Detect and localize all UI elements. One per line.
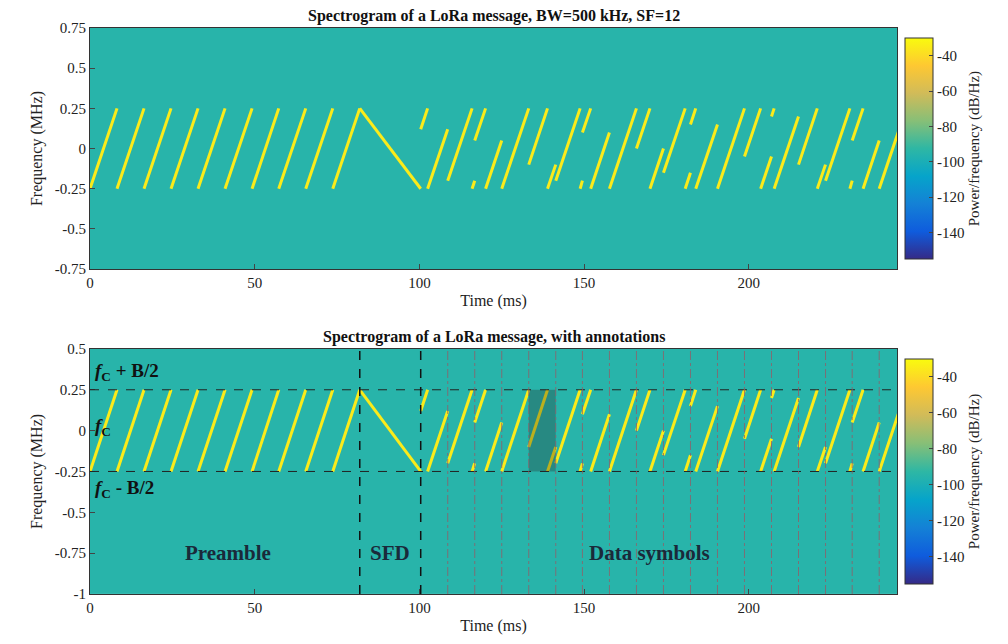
- svg-text:Frequency (MHz): Frequency (MHz): [28, 91, 46, 206]
- svg-text:-0.75: -0.75: [55, 545, 86, 561]
- svg-text:-0.25: -0.25: [55, 464, 86, 480]
- svg-text:-80: -80: [937, 119, 957, 135]
- svg-text:0.75: 0.75: [60, 20, 86, 36]
- svg-text:f​C​ - B/2: f​C​ - B/2: [95, 477, 154, 501]
- svg-text:-120: -120: [937, 513, 965, 529]
- svg-text:-0.5: -0.5: [62, 221, 86, 237]
- svg-text:200: 200: [738, 275, 761, 291]
- svg-text:-0.75: -0.75: [55, 261, 86, 277]
- svg-text:Spectrogram of a LoRa message,: Spectrogram of a LoRa message, with anno…: [323, 328, 665, 346]
- svg-text:150: 150: [573, 600, 596, 616]
- svg-text:Frequency (MHz): Frequency (MHz): [28, 414, 46, 529]
- svg-text:200: 200: [738, 600, 761, 616]
- svg-text:-100: -100: [937, 154, 965, 170]
- svg-text:0.5: 0.5: [67, 60, 86, 76]
- svg-text:0: 0: [86, 600, 94, 616]
- svg-text:0: 0: [79, 141, 87, 157]
- svg-text:-100: -100: [937, 477, 965, 493]
- svg-text:-60: -60: [937, 405, 957, 421]
- svg-text:f​C​: f​C​: [95, 415, 111, 439]
- svg-text:Preamble: Preamble: [185, 541, 271, 565]
- svg-text:0: 0: [86, 275, 94, 291]
- svg-text:Time (ms): Time (ms): [460, 292, 527, 310]
- svg-text:-120: -120: [937, 189, 965, 205]
- svg-text:-60: -60: [937, 83, 957, 99]
- svg-text:-0.25: -0.25: [55, 181, 86, 197]
- svg-text:-80: -80: [937, 441, 957, 457]
- svg-text:150: 150: [573, 275, 596, 291]
- svg-text:-40: -40: [937, 48, 957, 64]
- svg-text:-40: -40: [937, 369, 957, 385]
- svg-text:f​C​ + B/2: f​C​ + B/2: [95, 360, 159, 384]
- svg-text:-0.5: -0.5: [62, 505, 86, 521]
- svg-text:Power/frequency (dB/Hz): Power/frequency (dB/Hz): [966, 394, 983, 549]
- svg-text:Spectrogram of a LoRa message,: Spectrogram of a LoRa message, BW=500 kH…: [308, 7, 680, 25]
- svg-text:0.25: 0.25: [60, 382, 86, 398]
- svg-text:Power/frequency (dB/Hz): Power/frequency (dB/Hz): [966, 71, 983, 226]
- svg-text:-140: -140: [937, 549, 965, 565]
- svg-text:50: 50: [247, 600, 262, 616]
- svg-text:100: 100: [408, 600, 431, 616]
- svg-text:Data symbols: Data symbols: [589, 541, 710, 565]
- svg-text:Time (ms): Time (ms): [460, 617, 527, 635]
- svg-text:SFD: SFD: [370, 541, 410, 565]
- svg-text:100: 100: [408, 275, 431, 291]
- svg-text:0.5: 0.5: [67, 341, 86, 357]
- svg-text:0: 0: [79, 423, 87, 439]
- svg-text:-1: -1: [74, 586, 87, 602]
- svg-text:-140: -140: [937, 225, 965, 241]
- svg-text:50: 50: [247, 275, 262, 291]
- svg-text:0.25: 0.25: [60, 101, 86, 117]
